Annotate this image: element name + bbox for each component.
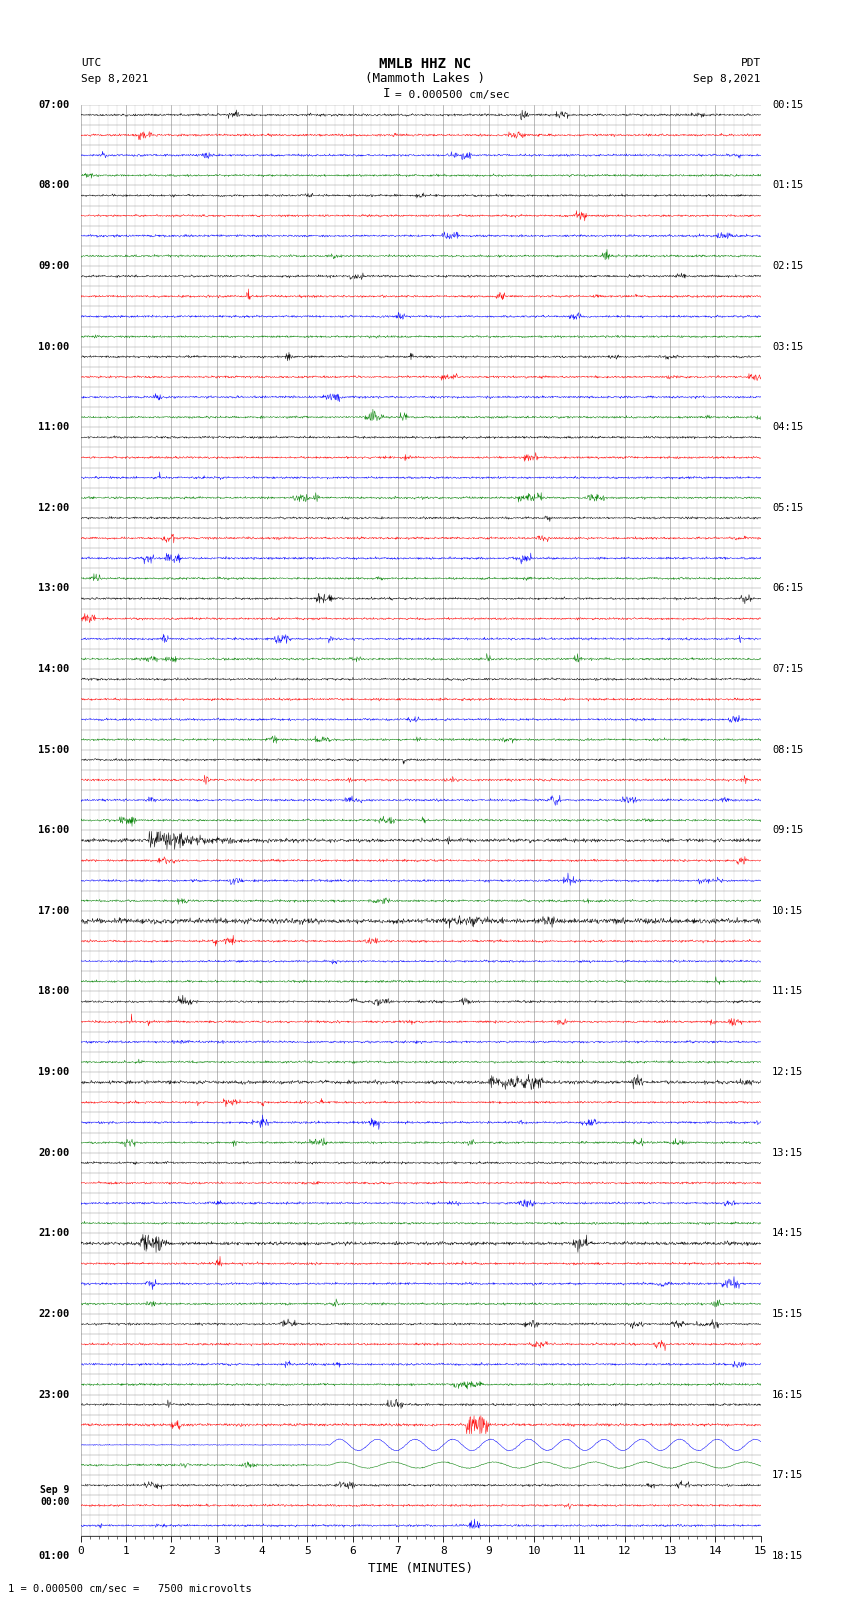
Text: 10:15: 10:15 (772, 907, 803, 916)
Text: 05:15: 05:15 (772, 503, 803, 513)
Text: 14:00: 14:00 (38, 665, 70, 674)
Text: 22:00: 22:00 (38, 1308, 70, 1319)
Text: Sep 8,2021: Sep 8,2021 (81, 74, 148, 84)
Text: 12:00: 12:00 (38, 503, 70, 513)
Text: = 0.000500 cm/sec: = 0.000500 cm/sec (395, 90, 510, 100)
Text: 00:15: 00:15 (772, 100, 803, 110)
Text: 08:15: 08:15 (772, 745, 803, 755)
Text: 18:00: 18:00 (38, 987, 70, 997)
Text: Sep 8,2021: Sep 8,2021 (694, 74, 761, 84)
Text: 02:15: 02:15 (772, 261, 803, 271)
Text: 09:00: 09:00 (38, 261, 70, 271)
Text: 11:00: 11:00 (38, 423, 70, 432)
Text: 1 = 0.000500 cm/sec =   7500 microvolts: 1 = 0.000500 cm/sec = 7500 microvolts (8, 1584, 252, 1594)
Text: 18:15: 18:15 (772, 1550, 803, 1561)
Text: Sep 9: Sep 9 (40, 1486, 70, 1495)
X-axis label: TIME (MINUTES): TIME (MINUTES) (368, 1561, 473, 1574)
Text: 04:15: 04:15 (772, 423, 803, 432)
Text: 19:00: 19:00 (38, 1068, 70, 1077)
Text: 08:00: 08:00 (38, 181, 70, 190)
Text: 09:15: 09:15 (772, 826, 803, 836)
Text: 06:15: 06:15 (772, 584, 803, 594)
Text: 16:00: 16:00 (38, 826, 70, 836)
Text: 13:00: 13:00 (38, 584, 70, 594)
Text: 21:00: 21:00 (38, 1229, 70, 1239)
Text: PDT: PDT (740, 58, 761, 68)
Text: 16:15: 16:15 (772, 1389, 803, 1400)
Text: 13:15: 13:15 (772, 1148, 803, 1158)
Text: 11:15: 11:15 (772, 987, 803, 997)
Text: 12:15: 12:15 (772, 1068, 803, 1077)
Text: 01:15: 01:15 (772, 181, 803, 190)
Text: 07:15: 07:15 (772, 665, 803, 674)
Text: 15:15: 15:15 (772, 1308, 803, 1319)
Text: 00:00: 00:00 (40, 1486, 70, 1507)
Text: 03:15: 03:15 (772, 342, 803, 352)
Text: 01:00: 01:00 (38, 1550, 70, 1561)
Text: 23:00: 23:00 (38, 1389, 70, 1400)
Text: 17:15: 17:15 (772, 1469, 803, 1481)
Text: MMLB HHZ NC: MMLB HHZ NC (379, 56, 471, 71)
Text: (Mammoth Lakes ): (Mammoth Lakes ) (365, 73, 485, 85)
Text: 10:00: 10:00 (38, 342, 70, 352)
Text: 20:00: 20:00 (38, 1148, 70, 1158)
Text: 07:00: 07:00 (38, 100, 70, 110)
Text: I: I (383, 87, 390, 100)
Text: 15:00: 15:00 (38, 745, 70, 755)
Text: 14:15: 14:15 (772, 1229, 803, 1239)
Text: UTC: UTC (81, 58, 101, 68)
Text: 17:00: 17:00 (38, 907, 70, 916)
